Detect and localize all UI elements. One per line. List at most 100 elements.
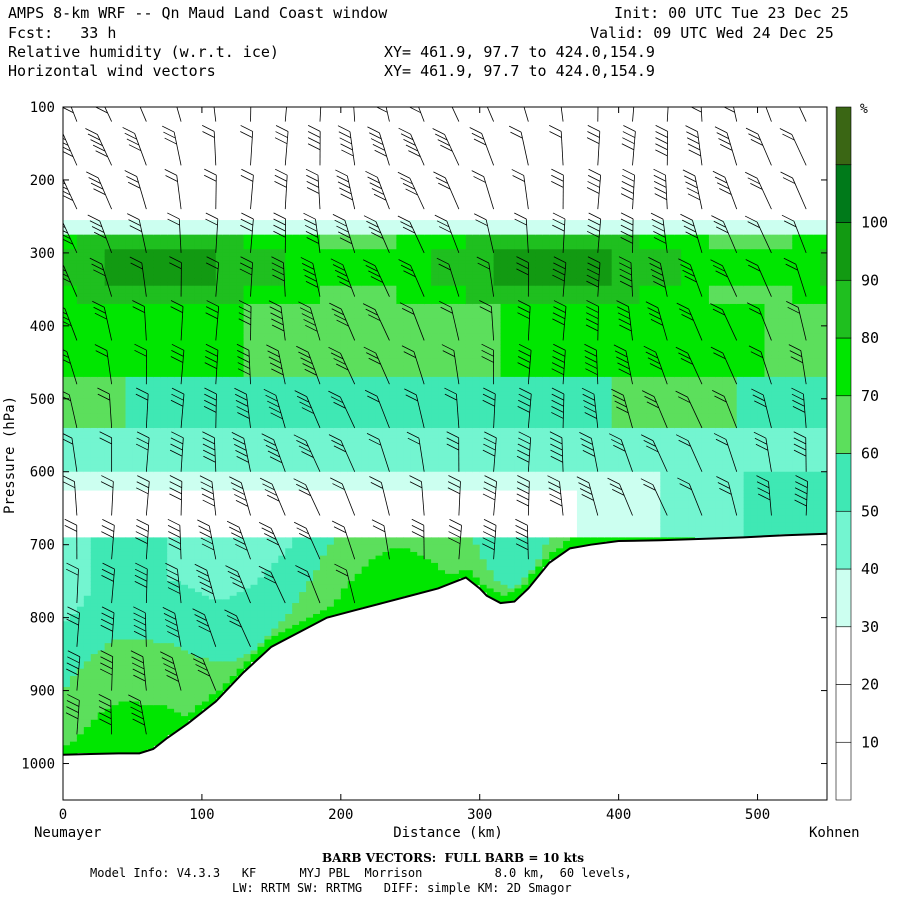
wind-barb [294, 390, 321, 429]
colorbar-tick-label: 100 [861, 214, 888, 232]
wind-barb [234, 387, 251, 429]
wind-barb [364, 389, 390, 429]
wind-barb [765, 107, 772, 122]
axes: 100 200 300 400 500 600 700 800 900 1000 0 100 200 30… [21, 100, 827, 823]
wind-barb [710, 303, 738, 341]
wind-barb [122, 127, 147, 166]
wind-barb [620, 168, 635, 210]
wind-barb [398, 259, 425, 297]
colorbar-tick-label: 50 [861, 502, 879, 520]
wind-barb [613, 344, 633, 385]
wind-barb [363, 215, 390, 254]
wind-barb [329, 302, 356, 341]
wind-barb [469, 127, 494, 166]
colorbar-segment [835, 453, 852, 512]
wind-barb [293, 478, 321, 516]
wind-barb [330, 477, 356, 516]
wind-barb [199, 475, 217, 516]
colorbar-tick-label: 20 [861, 676, 879, 694]
wind-barb [481, 343, 495, 385]
wind-barb [616, 300, 633, 341]
x-tick-label: 0 [59, 807, 67, 823]
wind-barb [268, 300, 286, 341]
wind-barb [517, 343, 532, 385]
wind-barb [101, 562, 115, 604]
wind-barb [798, 107, 807, 122]
wind-barb [99, 431, 113, 472]
wind-barb [781, 214, 807, 254]
wind-barb [793, 431, 807, 472]
wind-barb [130, 650, 147, 691]
wind-barb [516, 431, 532, 472]
wind-barb [547, 475, 564, 516]
wind-barb [97, 387, 113, 428]
wind-barb [508, 125, 529, 166]
wind-barb [406, 431, 425, 472]
wind-barb [682, 169, 703, 210]
wind-barb [240, 125, 254, 166]
wind-barb [748, 345, 772, 385]
wind-barb [476, 256, 495, 297]
colorbar-segment [835, 337, 852, 397]
wind-barb [551, 387, 565, 428]
wind-barb [205, 256, 220, 297]
x-axis-label: Distance (km) [393, 825, 503, 841]
wind-barb [645, 301, 668, 341]
wind-barb [335, 169, 356, 210]
wind-barb [100, 606, 115, 647]
wind-barb [229, 476, 251, 516]
wind-barb [307, 125, 321, 166]
wind-barb [87, 214, 112, 254]
wind-barb [296, 345, 321, 385]
wind-barb [516, 256, 529, 297]
wind-barb [676, 302, 703, 341]
wind-barb [447, 519, 462, 560]
x-tick-label: 300 [467, 807, 492, 823]
wind-barb [618, 256, 633, 297]
wind-barb [551, 168, 564, 210]
x-tick-label: 200 [328, 807, 353, 823]
wind-barb [167, 212, 182, 253]
wind-barb [63, 133, 78, 166]
wind-barb [63, 264, 78, 297]
wind-barb [160, 651, 182, 691]
wind-barb [397, 215, 425, 254]
wind-barb [710, 259, 738, 297]
wind-barb [273, 212, 287, 253]
wind-barb [744, 215, 772, 254]
wind-barb [169, 475, 183, 516]
wind-barb [295, 565, 321, 604]
wind-barb [620, 212, 634, 253]
wind-barb [65, 694, 80, 735]
wind-barb [690, 107, 703, 122]
wind-barb [586, 256, 601, 297]
wind-barb [444, 387, 460, 428]
wind-barb [305, 168, 321, 210]
wind-barb [190, 652, 217, 691]
wind-barb [611, 388, 633, 429]
wind-barb [328, 434, 356, 472]
plot-frame [62, 106, 828, 801]
colorbar-segment [835, 626, 852, 685]
wind-barb [677, 477, 703, 516]
wind-barb [250, 107, 252, 122]
wind-barb [515, 518, 529, 560]
field-label-rh: Relative humidity (w.r.t. ice) [8, 43, 279, 61]
wind-barb [791, 387, 807, 429]
wind-barb [365, 170, 390, 210]
wind-barb [369, 476, 390, 516]
wind-barb [511, 169, 529, 210]
colorbar-tick-label: 80 [861, 329, 879, 347]
wind-barb [788, 344, 807, 385]
wind-barb [586, 212, 602, 253]
colorbar-tick-label: 30 [861, 618, 879, 636]
y-tick-label: 500 [30, 392, 55, 408]
wind-barb [607, 477, 633, 516]
wind-barb [331, 520, 356, 560]
wind-barb [238, 300, 252, 341]
x-tick-label: 100 [189, 807, 214, 823]
wind-barb [162, 607, 182, 647]
wind-barb [63, 107, 78, 122]
wind-barb [482, 519, 497, 560]
wind-barb [756, 475, 772, 516]
